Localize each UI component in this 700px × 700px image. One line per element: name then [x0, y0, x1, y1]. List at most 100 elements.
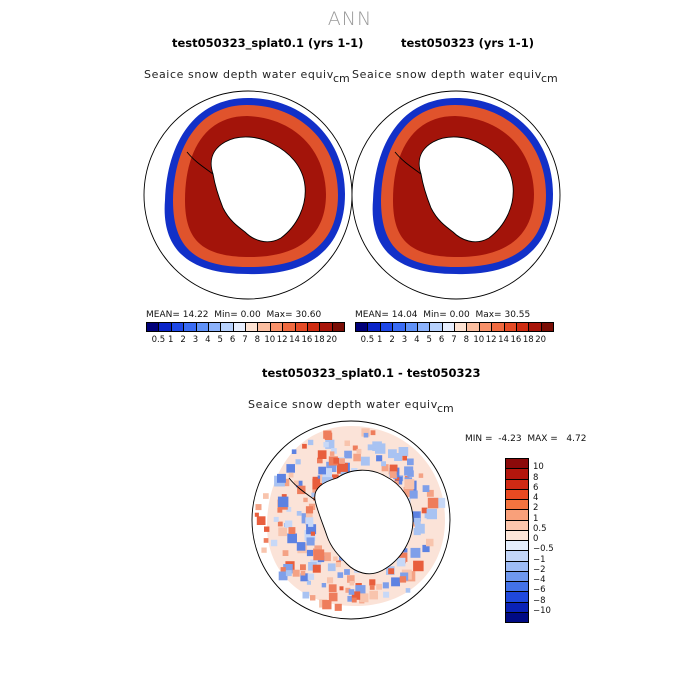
diff-anomaly-cell	[355, 585, 366, 596]
diff-anomaly-cell	[396, 557, 406, 567]
panel-2-colorbar-tick-label: 14	[498, 335, 509, 345]
panel-1-antarctic-peninsula	[186, 151, 214, 175]
diff-anomaly-cell	[312, 478, 324, 490]
diff-anomaly-cell	[312, 488, 319, 495]
diff-anomaly-cell	[403, 548, 408, 553]
panel-1-colorbar-swatch	[158, 322, 172, 332]
panel-1-colorbar-tick-label: 10	[264, 335, 276, 345]
panel-1-variable-label: Seaice snow depth water equiv	[144, 68, 334, 81]
diff-anomaly-cell	[256, 516, 266, 525]
diff-anomaly-cell	[382, 582, 389, 589]
diff-anomaly-cell	[286, 507, 292, 512]
diff-anomaly-cell	[426, 489, 434, 497]
diff-colorbar-tick-label: −2	[533, 564, 546, 575]
panel-2-colorbar-swatch	[392, 322, 406, 332]
panel-2-stats: MEAN= 14.04 Min= 0.00 Max= 30.55	[355, 310, 531, 320]
diff-anomaly-cell	[381, 461, 386, 467]
diff-colorbar-tick-label: −1	[533, 554, 546, 565]
diff-anomaly-cell	[300, 570, 306, 576]
diff-anomaly-cell	[333, 457, 340, 464]
panel-1-colorbar-swatch	[207, 322, 222, 332]
diff-anomaly-cell	[369, 585, 375, 590]
diff-anomaly-cell	[339, 458, 345, 464]
diff-anomaly-cell	[291, 449, 297, 454]
diff-anomaly-cell	[376, 455, 383, 462]
diff-anomaly-cell	[404, 466, 414, 476]
panel-2-colorbar-tick-label: 18	[522, 335, 534, 345]
panel-2-variable-label: Seaice snow depth water equiv	[352, 68, 542, 81]
diff-anomaly-cell	[328, 456, 338, 466]
panel-2-antarctic-peninsula	[394, 151, 422, 175]
diff-panel-map	[251, 420, 451, 620]
panel-1-units-label: cm	[333, 72, 350, 85]
panel-2-colorbar-swatch	[441, 322, 455, 332]
diff-anomaly-cell	[328, 584, 337, 593]
diff-anomaly-cell	[422, 485, 430, 492]
diff-anomaly-cell	[277, 473, 286, 483]
diff-anomaly-cell	[369, 579, 376, 586]
diff-anomaly-cell	[293, 480, 299, 486]
diff-anomaly-cell	[278, 571, 288, 581]
panel-2-colorbar-tick-label: 0.5	[360, 335, 375, 345]
panel-1-colorbar	[146, 322, 345, 332]
panel-1-colorbar-tick-label: 0.5	[151, 335, 166, 345]
panel-1-colorbar-swatch	[245, 322, 259, 332]
panel-1-colorbar-swatch	[282, 322, 296, 332]
panel-1-colorbar-tick-label: 5	[217, 335, 223, 345]
panel-2-colorbar-tick-label: 4	[414, 335, 420, 345]
panel-1-colorbar-swatch	[294, 322, 308, 332]
diff-anomaly-cell	[348, 589, 355, 595]
diff-anomaly-cell	[344, 440, 350, 446]
diff-anomaly-cell	[353, 453, 361, 462]
diff-colorbar-tick-label: 2	[533, 503, 539, 514]
panel-1-colorbar-swatch	[146, 322, 160, 332]
diff-anomaly-cell	[296, 542, 306, 551]
panel-1-colorbar-tick-label: 6	[229, 335, 236, 345]
diff-colorbar-tick-label: 10	[533, 462, 544, 473]
diff-anomaly-cell	[413, 560, 424, 572]
panel-1-colorbar-labels: 0.5 1 2 3 4 5 6 7 8 10 12 14 16 18 20	[146, 335, 344, 347]
diff-panel-antarctic-peninsula	[288, 477, 316, 501]
diff-anomaly-cell	[286, 464, 295, 473]
diff-anomaly-cell	[409, 490, 418, 499]
diff-colorbar-tick-label: 6	[533, 482, 539, 493]
diff-anomaly-cell	[263, 493, 269, 499]
diff-colorbar-tick-label: −0.5	[533, 544, 554, 555]
panel-2-colorbar-tick-label: 3	[401, 335, 408, 345]
diff-anomaly-cell	[311, 492, 316, 497]
panel-1-colorbar-swatch	[319, 322, 333, 332]
diff-anomaly-cell	[399, 576, 407, 583]
diff-anomaly-cell	[322, 468, 332, 478]
diff-anomaly-cell	[300, 573, 309, 582]
panel-2-colorbar-tick-label: 16	[510, 335, 522, 345]
panel-1-colorbar-swatch	[331, 322, 345, 332]
panel-1-colorbar-swatch	[220, 322, 234, 332]
diff-anomaly-cell	[312, 564, 321, 573]
diff-anomaly-cell	[407, 458, 414, 466]
diff-anomaly-cell	[405, 588, 411, 593]
panel-2-colorbar-tick-label: 8	[463, 335, 470, 345]
diff-anomaly-cell	[263, 538, 269, 543]
diff-anomaly-cell	[390, 471, 397, 478]
panel-2-colorbar-swatch	[429, 322, 443, 332]
panel-2-map	[351, 90, 561, 300]
diff-colorbar-tick-label: −6	[533, 585, 546, 596]
diff-anomaly-cell	[351, 597, 357, 603]
diff-anomaly-cell	[305, 506, 314, 514]
diff-anomaly-cell	[287, 533, 297, 544]
diff-colorbar-tick-label: 0.5	[533, 523, 547, 534]
diff-anomaly-cell	[363, 432, 369, 438]
diff-colorbar-tick-label: 8	[533, 472, 539, 483]
diff-anomaly-cell	[356, 448, 362, 454]
panel-2-colorbar-tick-label: 1	[377, 335, 383, 345]
diff-anomaly-cell	[282, 550, 289, 556]
panel-1-colorbar-swatch	[306, 322, 321, 332]
panel-1-colorbar-swatch	[257, 322, 271, 332]
panel-2-colorbar-tick-label: 12	[485, 335, 497, 345]
diff-anomaly-cell	[270, 539, 278, 547]
panel-1-colorbar-tick-label: 12	[276, 335, 288, 345]
panel-2-title: test050323 (yrs 1-1)	[401, 36, 534, 50]
panel-1-colorbar-tick-label: 3	[192, 335, 199, 345]
diff-anomaly-cell	[308, 521, 314, 527]
diff-anomaly-cell	[435, 497, 446, 508]
